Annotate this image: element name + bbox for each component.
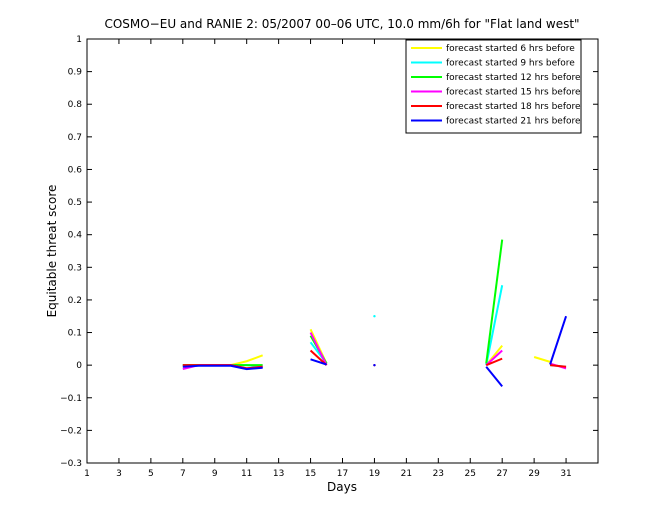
legend: forecast started 6 hrs before forecast st… (405, 39, 582, 134)
legend-label: forecast started 12 hrs before (446, 73, 581, 83)
x-tick-label: 1 (84, 469, 90, 479)
series-line (309, 332, 328, 366)
y-tick-label: 0.4 (68, 231, 83, 241)
x-tick-label: 31 (560, 469, 571, 479)
y-tick-label: 0.1 (68, 329, 82, 339)
x-tick-label: 7 (180, 469, 186, 479)
y-tick-label: −0.2 (60, 426, 82, 436)
legend-box (405, 39, 582, 134)
y-tick-label: 0.5 (68, 198, 82, 208)
legend-label: forecast started 15 hrs before (446, 88, 581, 98)
series-line (310, 358, 327, 366)
x-axis-title: Days (327, 480, 357, 494)
y-tick-label: 0.9 (68, 68, 83, 78)
series-line (549, 315, 568, 365)
x-tick-label: 15 (305, 469, 316, 479)
y-tick-label: 1 (76, 35, 82, 45)
x-tick-label: 3 (116, 469, 122, 479)
legend-label: forecast started 18 hrs before (446, 102, 581, 112)
x-tick-label: 27 (496, 469, 507, 479)
series-layer (182, 239, 568, 387)
x-tick-label: 13 (273, 469, 284, 479)
series-line (549, 364, 567, 368)
series-line (485, 349, 503, 366)
x-tick-label: 19 (369, 469, 381, 479)
series-point (373, 363, 376, 367)
y-tick-label: −0.3 (60, 459, 82, 469)
chart-title: COSMO−EU and RANIE 2: 05/2007 00–06 UTC,… (104, 17, 579, 31)
y-tick-label: −0.1 (60, 394, 82, 404)
y-tick-label: 0.2 (68, 296, 82, 306)
x-tick-label: 9 (212, 469, 218, 479)
y-tick-label: 0.7 (68, 133, 82, 143)
series-line (485, 285, 504, 366)
legend-label: forecast started 21 hrs before (446, 117, 581, 127)
series-line (182, 364, 263, 371)
series-line (485, 239, 504, 364)
x-tick-label: 17 (337, 469, 348, 479)
y-tick-label: 0 (76, 361, 82, 371)
series-line (533, 356, 551, 363)
x-tick-label: 11 (241, 469, 252, 479)
legend-label: forecast started 6 hrs before (446, 44, 575, 54)
series-line (485, 366, 503, 387)
axis-ticks: 1 3 5 7 9 11 13 15 17 19 21 23 25 27 29 31−0.3−0.2−0.10… (60, 35, 598, 479)
x-tick-label: 23 (433, 469, 444, 479)
legend-label: forecast started 9 hrs before (446, 59, 575, 69)
series-point (373, 315, 376, 318)
y-tick-label: 0.6 (68, 165, 83, 175)
series-6 (182, 315, 568, 387)
x-tick-label: 25 (465, 469, 476, 479)
x-tick-label: 21 (401, 469, 412, 479)
series-line (485, 357, 503, 367)
x-tick-label: 29 (528, 469, 540, 479)
y-tick-label: 0.3 (68, 263, 82, 273)
y-axis-title: Equitable threat score (45, 185, 59, 318)
y-tick-label: 0.8 (68, 100, 83, 110)
x-tick-label: 5 (148, 469, 154, 479)
